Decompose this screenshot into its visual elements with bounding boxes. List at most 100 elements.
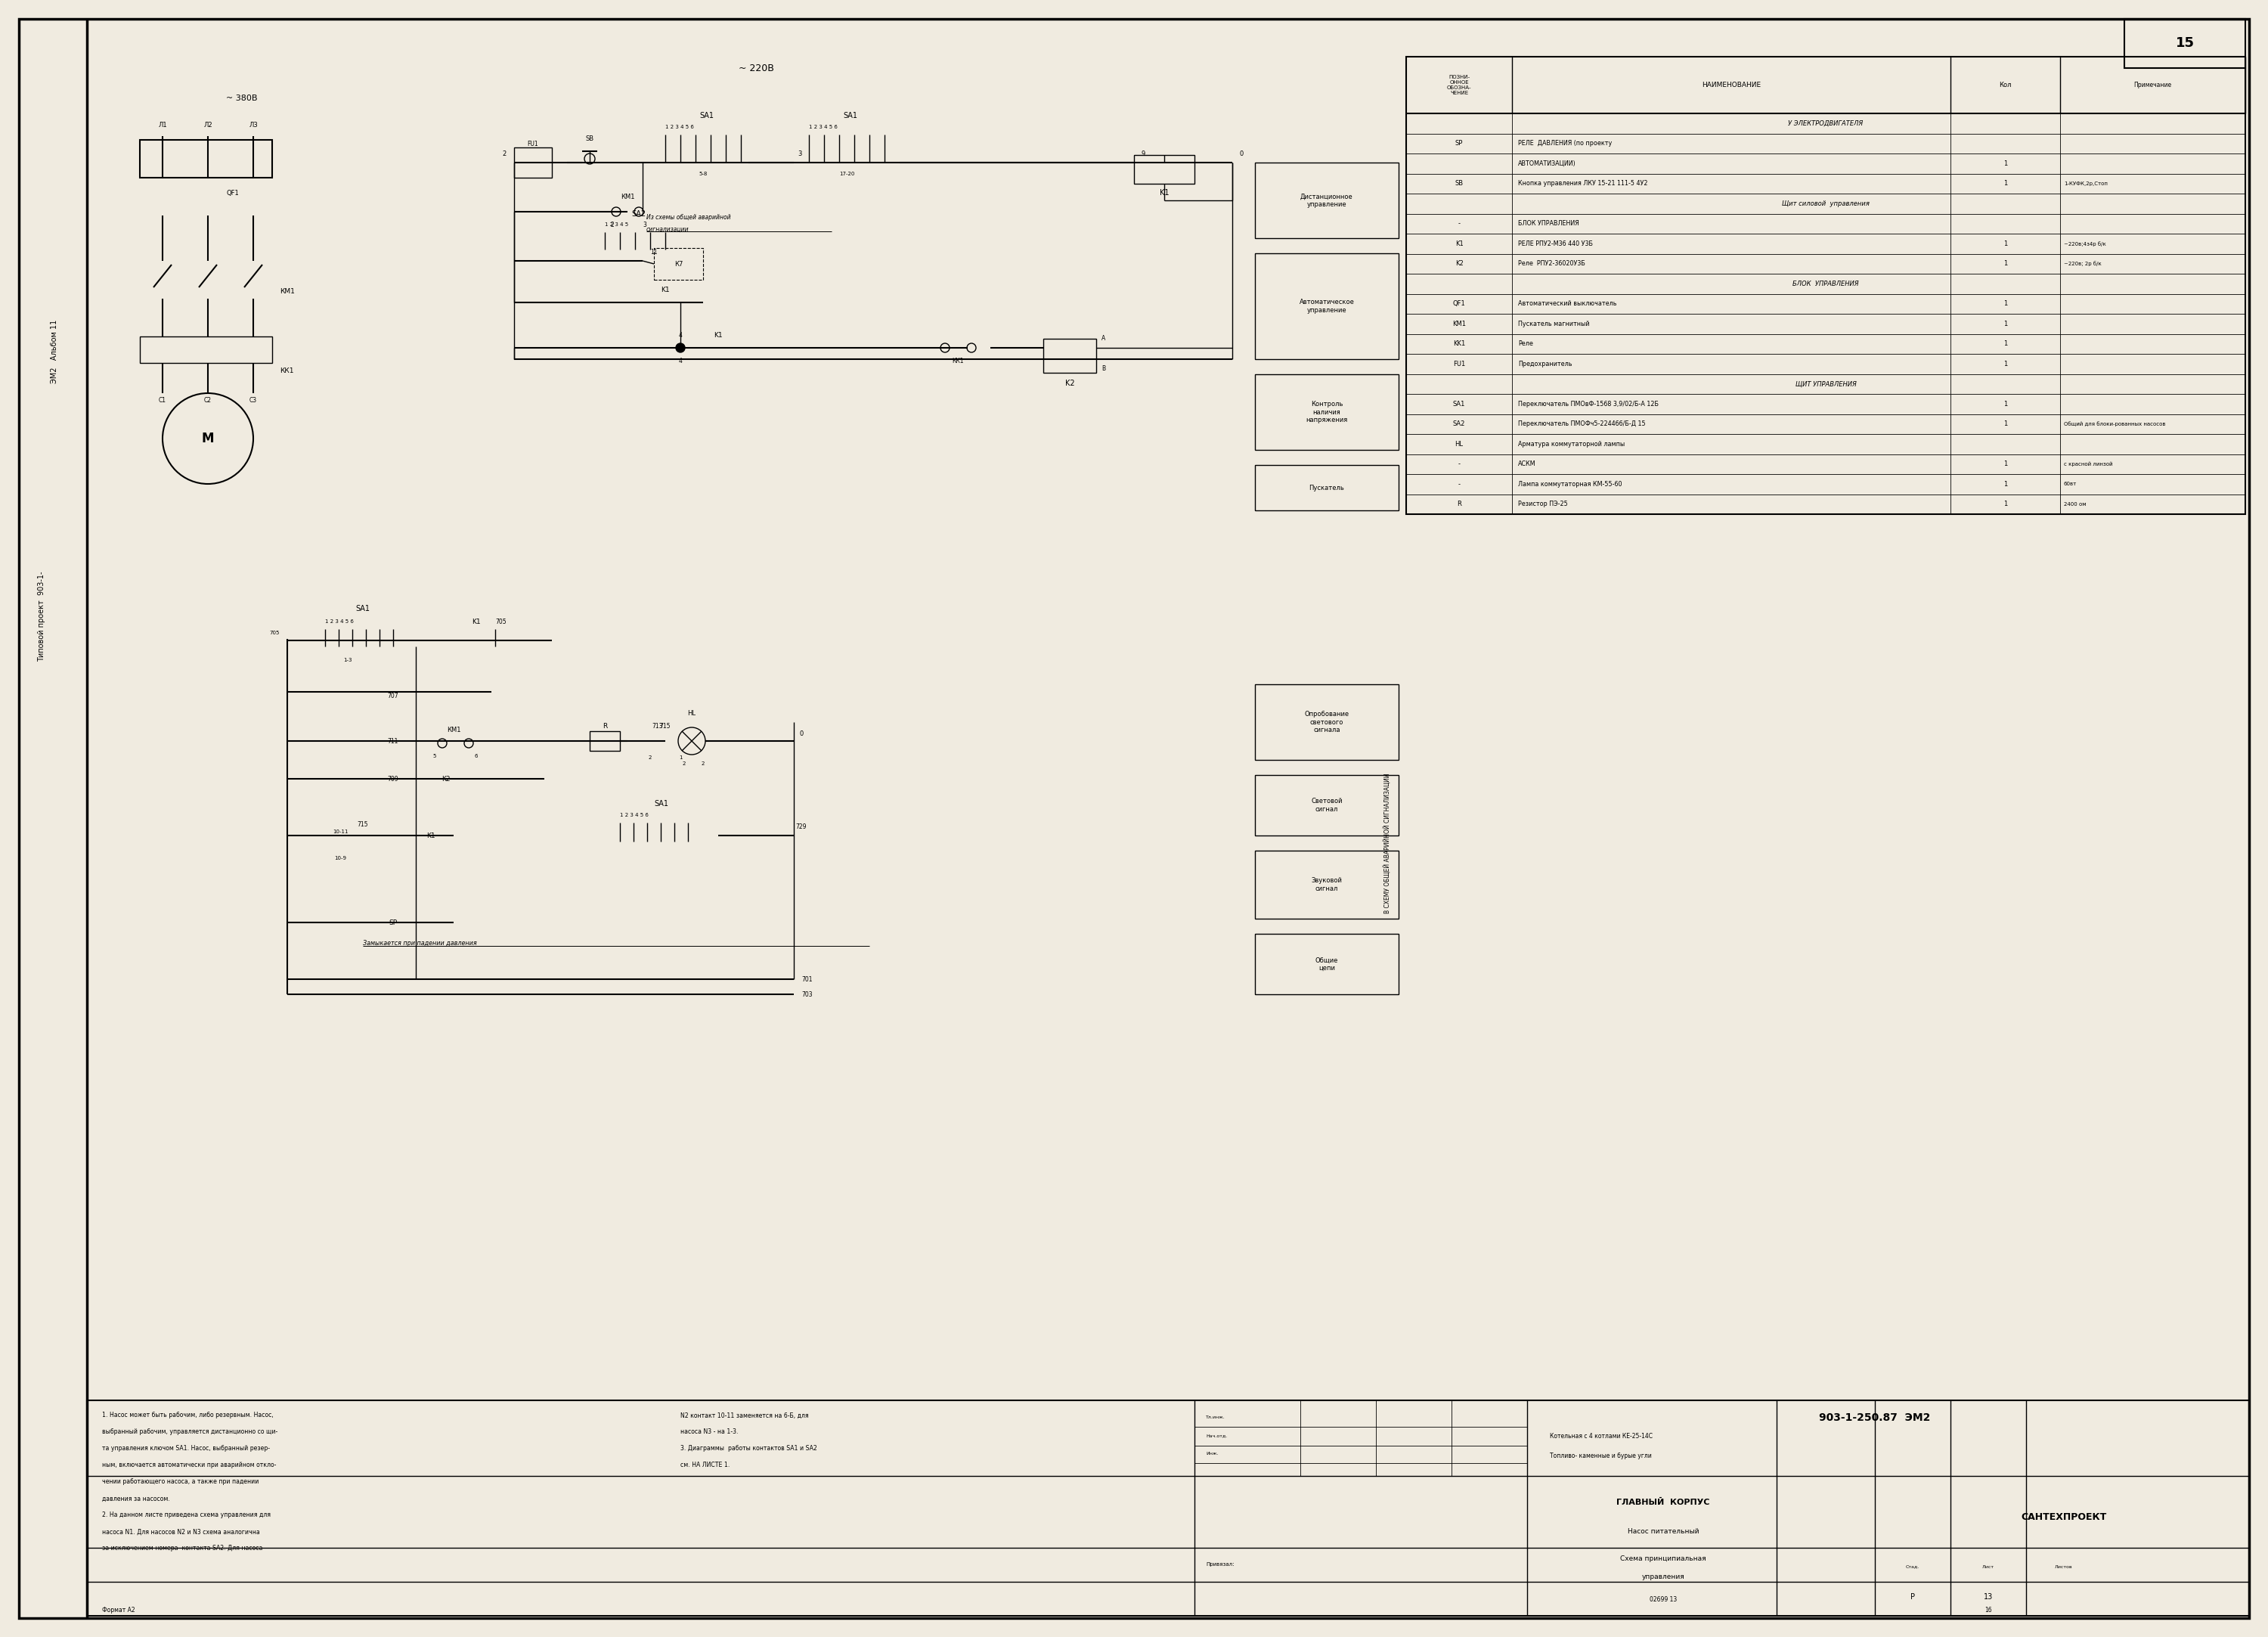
Text: SA1: SA1 xyxy=(653,800,669,807)
Text: SA1: SA1 xyxy=(844,111,857,120)
Text: насоса N1. Для насосов N2 и N3 схема аналогична: насоса N1. Для насосов N2 и N3 схема ана… xyxy=(102,1529,261,1536)
Text: K1: K1 xyxy=(1159,188,1168,196)
Text: Типовой проект  903-1-: Типовой проект 903-1- xyxy=(39,571,45,661)
Text: АСКМ: АСКМ xyxy=(1517,460,1535,468)
Text: 703: 703 xyxy=(801,990,812,997)
Bar xyxy=(1254,254,1399,359)
Text: Контроль
наличия
напряжения: Контроль наличия напряжения xyxy=(1306,401,1347,424)
Text: 715: 715 xyxy=(358,820,367,828)
Text: Котельная с 4 котлами КЕ-25-14С: Котельная с 4 котлами КЕ-25-14С xyxy=(1549,1432,1653,1439)
Text: HL: HL xyxy=(1456,440,1463,447)
Text: 2: 2 xyxy=(683,761,685,766)
Text: НАИМЕНОВАНИЕ: НАИМЕНОВАНИЕ xyxy=(1701,82,1760,88)
Bar xyxy=(653,249,703,280)
Text: за исключением номера  контакта SA2. Для насоса: за исключением номера контакта SA2. Для … xyxy=(102,1545,263,1552)
Text: Пускатель: Пускатель xyxy=(1309,485,1345,491)
Text: SB: SB xyxy=(585,134,594,142)
Text: Общий для блоки-рованных насосов: Общий для блоки-рованных насосов xyxy=(2064,421,2166,427)
Text: C2: C2 xyxy=(204,398,211,404)
Text: Дистанционное
управление: Дистанционное управление xyxy=(1300,193,1354,208)
Text: Автоматический выключатель: Автоматический выключатель xyxy=(1517,300,1617,308)
Text: Кнопка управления ЛКУ 15-21 111-5 4У2: Кнопка управления ЛКУ 15-21 111-5 4У2 xyxy=(1517,180,1647,187)
Text: Реле: Реле xyxy=(1517,340,1533,347)
Text: 713: 713 xyxy=(653,722,662,728)
Text: SP: SP xyxy=(1456,141,1463,147)
Text: ~220в;4з4р б/к: ~220в;4з4р б/к xyxy=(2064,241,2107,246)
Text: 1: 1 xyxy=(2003,360,2007,367)
Text: N2 контакт 10-11 заменяется на 6-Б, для: N2 контакт 10-11 заменяется на 6-Б, для xyxy=(680,1413,810,1419)
Text: 9: 9 xyxy=(1141,151,1145,157)
Text: Р: Р xyxy=(1910,1593,1914,1601)
Text: РЕЛЕ  ДАВЛЕНИЯ (по проекту: РЕЛЕ ДАВЛЕНИЯ (по проекту xyxy=(1517,141,1613,147)
Text: Л1: Л1 xyxy=(159,121,168,128)
Text: 1: 1 xyxy=(2003,321,2007,327)
Text: 729: 729 xyxy=(796,823,807,830)
Text: 0: 0 xyxy=(1241,151,1243,157)
Text: У ЭЛЕКТРОДВИГАТЕЛЯ: У ЭЛЕКТРОДВИГАТЕЛЯ xyxy=(1787,120,1864,126)
Text: 1. Насос может быть рабочим, либо резервным. Насос,: 1. Насос может быть рабочим, либо резерв… xyxy=(102,1413,274,1419)
Text: Лист: Лист xyxy=(1982,1565,1994,1568)
Text: 1: 1 xyxy=(678,755,683,760)
Text: -: - xyxy=(1458,481,1461,488)
Text: Пускатель магнитный: Пускатель магнитный xyxy=(1517,321,1590,327)
Text: Л2: Л2 xyxy=(204,121,213,128)
Text: FU1: FU1 xyxy=(528,141,538,147)
Bar xyxy=(141,337,272,363)
Text: Кол: Кол xyxy=(1998,82,2012,88)
Text: SB: SB xyxy=(1454,180,1463,187)
Text: Инж.: Инж. xyxy=(1207,1452,1218,1455)
Text: SA1: SA1 xyxy=(356,606,370,612)
Bar xyxy=(1406,57,2245,514)
Text: с красной линзой: с красной линзой xyxy=(2064,462,2114,467)
Text: 2: 2 xyxy=(610,221,615,228)
Bar xyxy=(141,139,272,178)
Text: 1: 1 xyxy=(2003,401,2007,408)
Text: давления за насосом.: давления за насосом. xyxy=(102,1495,170,1503)
Text: Листов: Листов xyxy=(2055,1565,2073,1568)
Text: Лампа коммутаторная КМ-55-60: Лампа коммутаторная КМ-55-60 xyxy=(1517,481,1622,488)
Text: KK1: KK1 xyxy=(1454,340,1465,347)
Text: Примечание: Примечание xyxy=(2134,82,2173,88)
Text: Автоматическое
управление: Автоматическое управление xyxy=(1300,300,1354,314)
Text: 1: 1 xyxy=(2003,300,2007,308)
Text: QF1: QF1 xyxy=(227,190,240,196)
Text: 2. На данном листе приведена схема управления для: 2. На данном листе приведена схема управ… xyxy=(102,1513,270,1519)
Text: КК1: КК1 xyxy=(953,357,964,363)
Text: 1-3: 1-3 xyxy=(342,658,352,663)
Text: 6: 6 xyxy=(474,755,479,758)
Text: управления: управления xyxy=(1642,1573,1685,1580)
Text: M: M xyxy=(202,432,213,445)
Bar xyxy=(86,1400,2250,1616)
Text: 2: 2 xyxy=(701,761,705,766)
Text: 2: 2 xyxy=(649,755,651,760)
Text: 3. Диаграммы  работы контактов SA1 и SA2: 3. Диаграммы работы контактов SA1 и SA2 xyxy=(680,1445,816,1452)
Text: 0: 0 xyxy=(798,730,803,737)
Text: 15: 15 xyxy=(2175,36,2193,49)
Text: 5-8: 5-8 xyxy=(699,172,708,177)
Text: Насос питательный: Насос питательный xyxy=(1628,1527,1699,1534)
Text: K1: K1 xyxy=(714,332,723,339)
Text: 02699 13: 02699 13 xyxy=(1649,1596,1676,1603)
Text: 3: 3 xyxy=(642,221,646,228)
Text: Переключатель ПМОвФ-1568 3,9/02/Б-А 12Б: Переключатель ПМОвФ-1568 3,9/02/Б-А 12Б xyxy=(1517,401,1658,408)
Text: FU1: FU1 xyxy=(1454,360,1465,367)
Text: 2: 2 xyxy=(503,151,506,157)
Text: КМ1: КМ1 xyxy=(447,727,460,733)
Text: Общие
цепи: Общие цепи xyxy=(1315,956,1338,971)
Text: 10-9: 10-9 xyxy=(333,856,347,861)
Text: К7: К7 xyxy=(674,260,683,267)
Text: C1: C1 xyxy=(159,398,166,404)
Text: 13: 13 xyxy=(1984,1593,1994,1601)
Text: SP: SP xyxy=(388,918,397,927)
Bar xyxy=(590,732,619,751)
Text: Реле  РПУ2-36020У3Б: Реле РПУ2-36020У3Б xyxy=(1517,260,1585,267)
Text: 711: 711 xyxy=(388,738,399,745)
Text: R: R xyxy=(1456,501,1461,507)
Text: 16: 16 xyxy=(1984,1606,1991,1612)
Text: Нач.отд.: Нач.отд. xyxy=(1207,1434,1227,1437)
Text: B: B xyxy=(1102,365,1107,372)
Text: 60вт: 60вт xyxy=(2064,481,2077,486)
Text: 1: 1 xyxy=(2003,481,2007,488)
Bar xyxy=(1043,339,1095,373)
Text: 11: 11 xyxy=(651,249,658,255)
